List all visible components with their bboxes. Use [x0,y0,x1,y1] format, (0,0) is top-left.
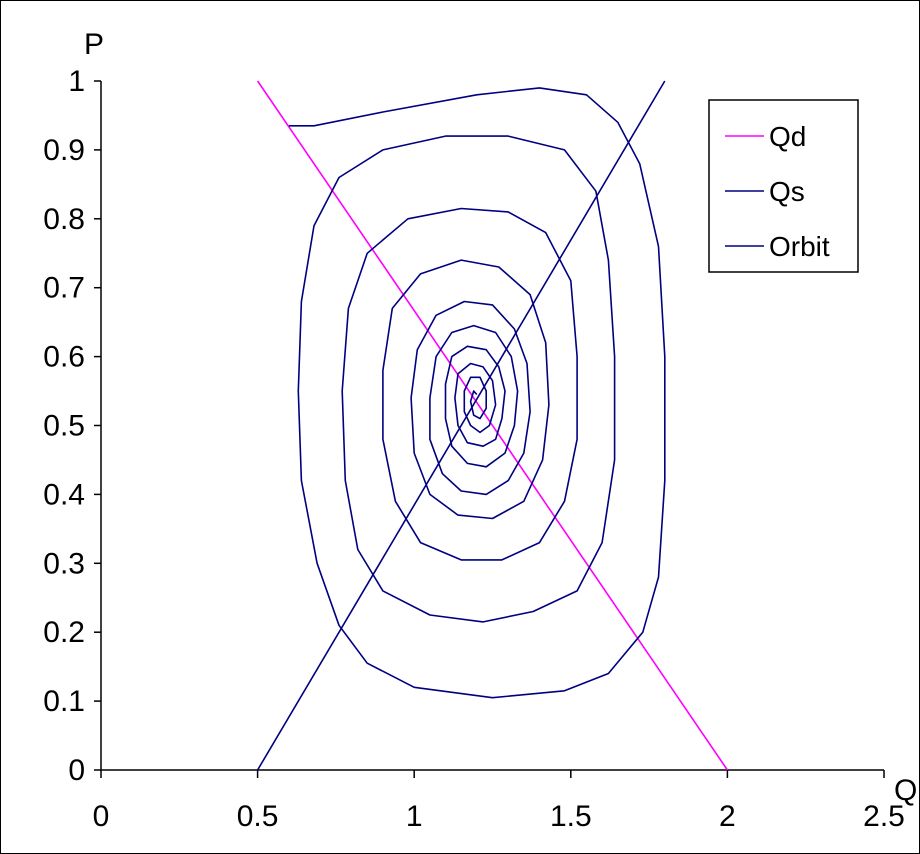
legend-label-orbit: Orbit [769,231,830,262]
y-tick-label: 0.4 [43,478,85,511]
series-layer [256,80,729,771]
legend-label-qd: Qd [769,121,806,152]
y-tick-label: 0.1 [43,685,85,718]
y-axis-title: P [84,28,104,61]
y-tick-label: 0.8 [43,203,85,236]
y-tick-label: 0 [68,754,85,787]
y-tick-label: 0.6 [43,341,85,374]
x-tick-label: 1.5 [550,800,592,833]
legend-box [708,99,859,273]
y-tick-label: 0.2 [43,616,85,649]
x-tick-label: 2 [719,800,736,833]
x-axis-title: Q [894,774,917,807]
legend-label-qs: Qs [769,176,805,207]
axes: 0 0.1 0.2 0.3 0.4 0.5 0.6 0.7 0.8 0.9 1 0 0.5 1 1.5 2 2.… [43,65,905,833]
x-tick-label: 2.5 [863,800,905,833]
labels: P Q [84,28,917,807]
series-line-qs [256,80,666,771]
x-tick-label: 1 [406,800,423,833]
y-tick-label: 0.5 [43,410,85,443]
series-line-qd [256,80,729,771]
y-tick-label: 0.7 [43,272,85,305]
x-tick-label: 0 [93,800,110,833]
y-tick-label: 1 [68,65,85,98]
series-line-orbit [288,87,666,699]
legend: Qd Qs Orbit [708,99,859,273]
x-tick-label: 0.5 [237,800,279,833]
y-tick-label: 0.3 [43,547,85,580]
y-tick-label: 0.9 [43,134,85,167]
